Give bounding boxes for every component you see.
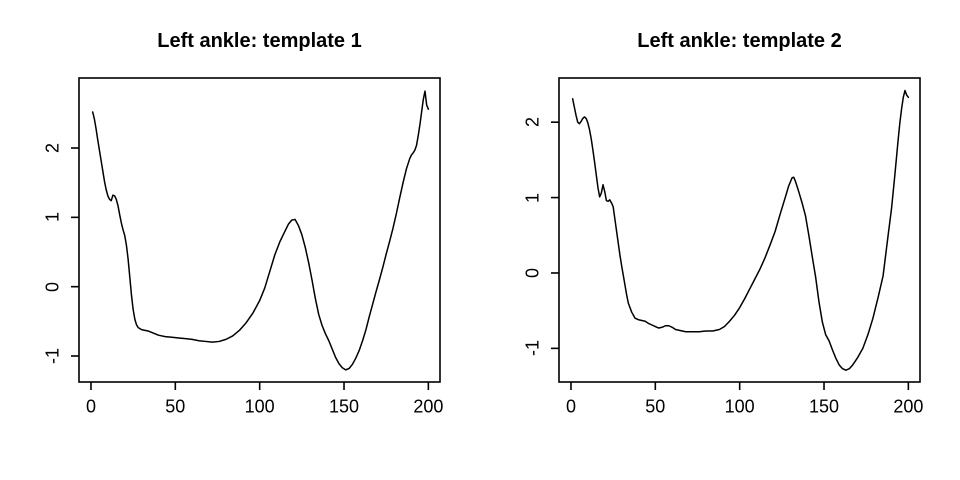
plot-panel-template-2: Left ankle: template 2 0 50 100 150 200 2 1 0 -1 — [480, 0, 960, 480]
x-tick-label: 0 — [565, 396, 576, 417]
plot-title-template-1: Left ankle: template 1 — [157, 30, 362, 52]
x-tick-label: 150 — [328, 396, 360, 417]
x-tick-label: 200 — [893, 396, 924, 417]
y-tick-label: -1 — [522, 340, 543, 357]
plot-title-template-2: Left ankle: template 2 — [637, 30, 842, 52]
plot-box — [558, 77, 921, 383]
x-tick-label: 100 — [724, 396, 755, 417]
y-tick-label: -1 — [42, 347, 63, 365]
y-tick-label: 2 — [522, 117, 543, 128]
x-tick-label: 50 — [645, 396, 666, 417]
y-tick-label: 0 — [522, 267, 543, 278]
x-tick-label: 50 — [165, 396, 186, 417]
y-tick-label: 0 — [42, 281, 63, 292]
y-tick-label: 2 — [42, 143, 63, 154]
series-line-template-2 — [571, 89, 910, 371]
plot-area-template-1 — [71, 77, 441, 390]
plot-box — [78, 77, 441, 383]
y-tick-label: 1 — [42, 212, 63, 223]
x-tick-label: 100 — [244, 396, 275, 417]
x-tick-label: 200 — [413, 396, 444, 417]
x-tick-label: 150 — [808, 396, 840, 417]
y-tick-label: 1 — [522, 192, 543, 203]
x-tick-label: 0 — [85, 396, 96, 417]
plot-panel-template-1: Left ankle: template 1 0 50 100 150 200 2 1 0 -1 — [42, 30, 444, 417]
plot-area-template-2 — [551, 77, 921, 390]
series-line-template-1 — [91, 90, 430, 371]
